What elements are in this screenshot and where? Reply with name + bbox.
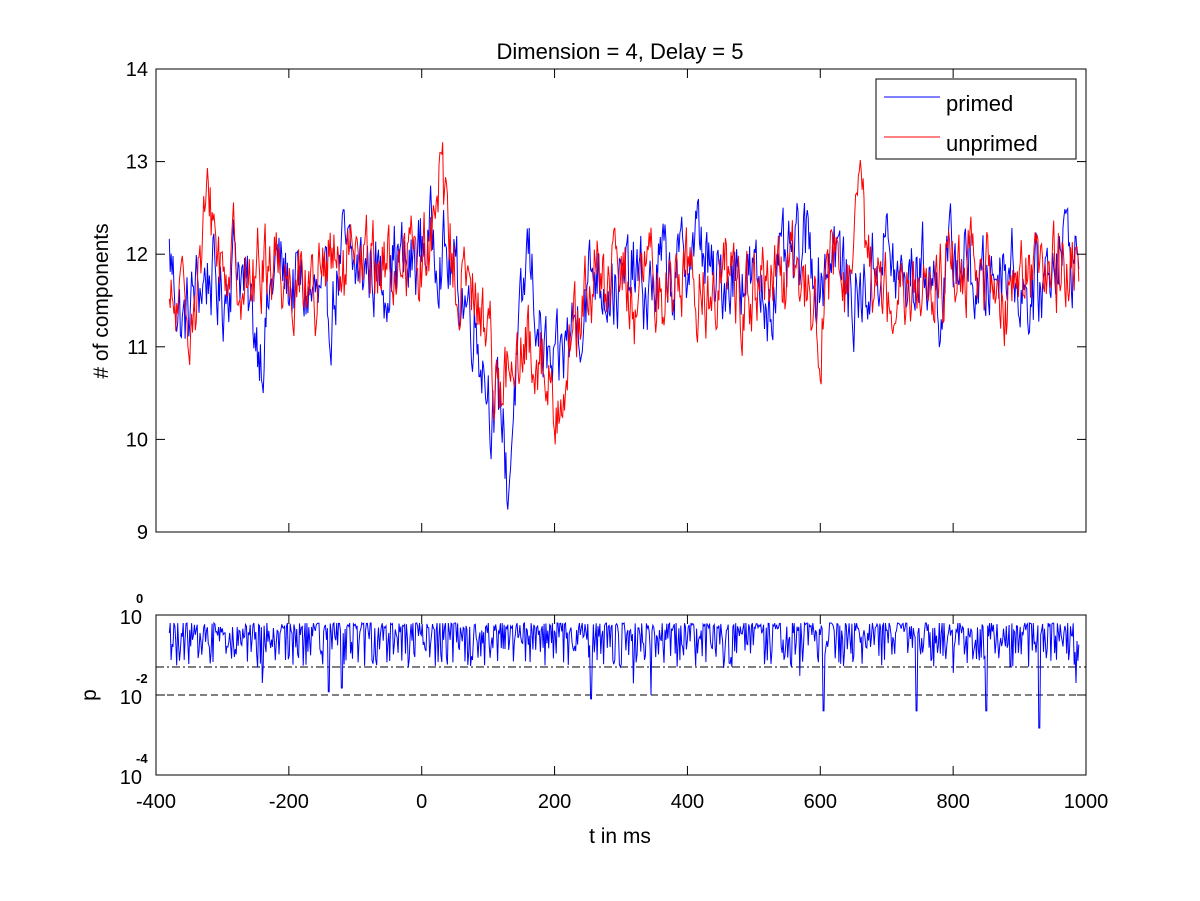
x-tick-label: -200: [269, 791, 309, 813]
x-tick-label: 1000: [1064, 791, 1109, 813]
top-ytick-label: 14: [126, 59, 148, 81]
legend-primed-label: primed: [946, 91, 1013, 116]
x-tick-label: 800: [936, 791, 969, 813]
x-tick-label: 400: [671, 791, 704, 813]
top-ytick-label: 12: [126, 244, 148, 266]
bottom-ytick-base: 10: [120, 607, 142, 629]
bottom-ytick-exponent: -4: [136, 751, 148, 766]
top-ytick-label: 9: [137, 522, 148, 544]
x-axis-label: t in ms: [589, 825, 651, 848]
bottom-series-group: [168, 621, 1080, 729]
chart-title: Dimension = 4, Delay = 5: [496, 39, 743, 64]
legend-unprimed-label: unprimed: [946, 131, 1038, 156]
bottom-ytick-exponent: -2: [136, 671, 148, 686]
x-tick-label: 600: [804, 791, 837, 813]
top-ytick-label: 11: [127, 337, 148, 359]
top-ytick-label: 13: [126, 152, 148, 174]
legend: primed unprimed: [875, 78, 1077, 160]
legend-box: [875, 78, 1077, 160]
top-ticks-group: 9 10 11 12 13 14: [126, 59, 1087, 544]
bottom-y-axis-label: p: [78, 689, 101, 701]
top-y-axis-label: # of components: [90, 223, 113, 378]
x-tick-label: 200: [538, 791, 571, 813]
bottom-ytick-exponent: 0: [136, 591, 143, 606]
x-tick-label: 0: [416, 791, 427, 813]
top-ytick-label: 10: [126, 429, 148, 451]
x-tick-label: -400: [136, 791, 176, 813]
bottom-ytick-base: 10: [120, 687, 142, 709]
top-panel: Dimension = 4, Delay = 5 # of components…: [90, 39, 1087, 544]
top-series-group: [168, 142, 1080, 510]
series-line-unprimed: [168, 142, 1080, 445]
p-value-series-line: [168, 621, 1080, 729]
bottom-ytick-base: 10: [120, 767, 142, 789]
series-line-primed: [168, 185, 1080, 510]
reference-lines-group: [156, 666, 1086, 696]
